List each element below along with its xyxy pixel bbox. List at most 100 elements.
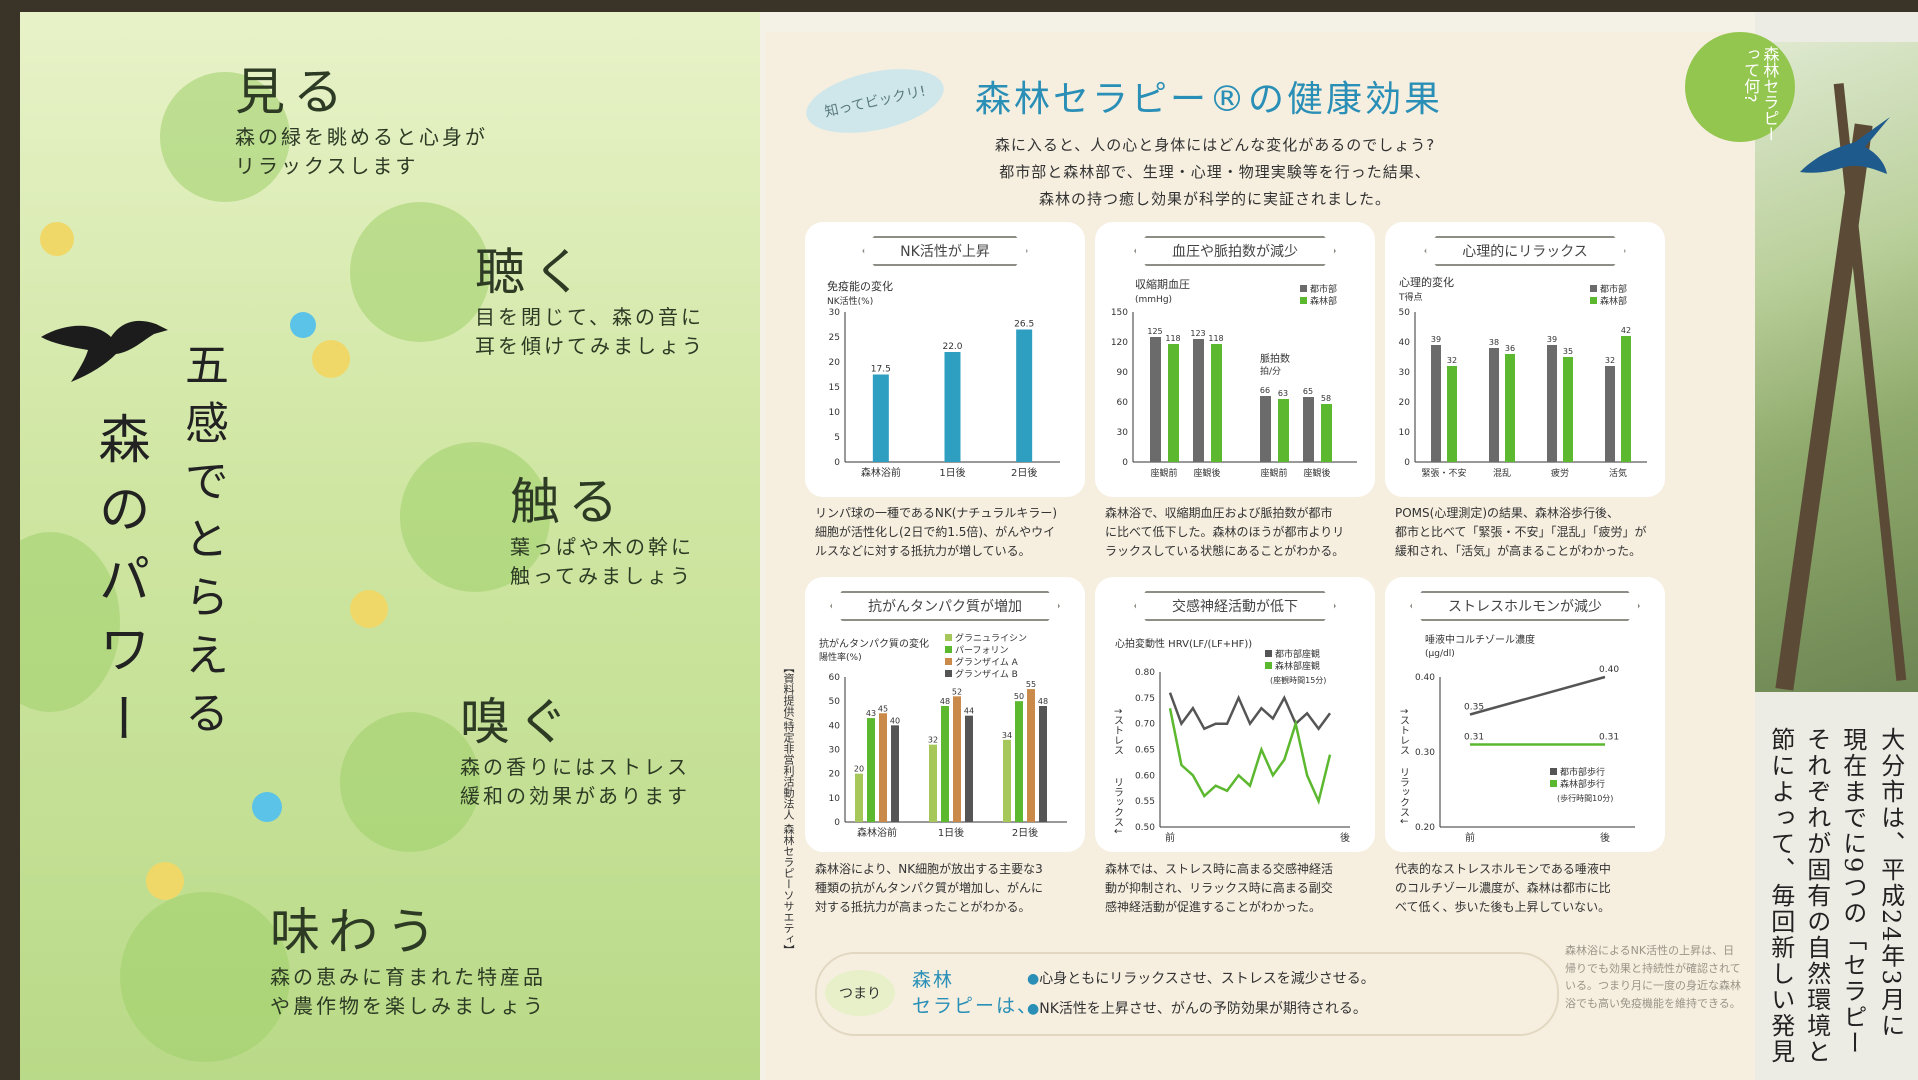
- y-tick-label: 60: [829, 673, 841, 683]
- data-label: 32: [1447, 356, 1457, 365]
- chart-card-psychology: 心理的変化 T得点 都市部 森林部 0 10 20 30 40 50 39 32 緊張・不安 38 36 混乱…: [1385, 222, 1665, 497]
- sense-desc: 森の緑を眺めると心身が: [235, 125, 488, 149]
- sense-touch: 触る 葉っぱや木の幹に 触ってみましょう: [510, 477, 694, 591]
- bar: [1621, 336, 1631, 462]
- y-tick-label: 10: [829, 408, 841, 418]
- data-label: 34: [1002, 731, 1012, 740]
- page-title: 森林セラピー®の健康効果: [975, 79, 1444, 120]
- tree-trunk: [1775, 123, 1873, 691]
- y-tick-label: 0: [834, 458, 840, 468]
- data-label: 48: [940, 697, 950, 706]
- bar: [1489, 348, 1499, 462]
- card-heading: 血圧や脈拍数が減少: [1134, 236, 1336, 266]
- y-tick-label: 0: [834, 818, 840, 828]
- legend-label: パーフォリン: [955, 645, 1008, 656]
- y-tick-label: 10: [829, 794, 841, 804]
- sense-desc: 緩和の効果があります: [460, 784, 690, 808]
- sense-taste: 味わう 森の恵みに育まれた特産品 や農作物を楽しみましょう: [270, 907, 546, 1021]
- sense-heading: 嗅ぐ: [460, 693, 576, 751]
- data-label: 65: [1303, 387, 1313, 396]
- bar: [867, 718, 875, 822]
- question-text: 森林セラピーって何?: [1741, 46, 1780, 142]
- bar: [891, 725, 899, 822]
- legend-label: 都市部: [1600, 283, 1627, 295]
- yellow-dot: [146, 862, 184, 900]
- legend-label: 都市部歩行: [1560, 766, 1605, 778]
- data-label: 26.5: [1014, 320, 1034, 330]
- chart-note: (座観時間15分): [1270, 675, 1326, 685]
- bar: [1003, 739, 1011, 822]
- y-axis-label: 陽性率(%): [819, 651, 862, 663]
- chart-title: 心拍変動性 HRV(LF/(LF+HF)): [1115, 637, 1252, 650]
- body-column: それぞれが固有の自然環境と: [1802, 727, 1831, 1065]
- sense-smell: 嗅ぐ 森の香りにはストレス 緩和の効果があります: [460, 697, 690, 811]
- y-tick-label: 5: [834, 433, 840, 443]
- leaf-decoration: [350, 202, 490, 342]
- blood-pressure-bar-chart: 収縮期血圧(mmHg)脈拍数拍/分都市部森林部03060901201501251…: [1111, 277, 1357, 479]
- bar: [1563, 357, 1573, 462]
- data-label: 66: [1260, 386, 1270, 395]
- sense-desc: 葉っぱや木の幹に: [510, 535, 694, 559]
- x-tick-label: 1日後: [938, 826, 964, 839]
- y-axis-label: (mmHg): [1135, 295, 1172, 305]
- side-note: 森林浴によるNK活性の上昇は、日帰りでも効果と持続性が確認されている。つまり月に…: [1565, 944, 1741, 1010]
- summary-label: つまり: [825, 970, 895, 1016]
- data-label: 55: [1026, 680, 1036, 689]
- data-label: 118: [1208, 334, 1223, 343]
- health-effects-panel: 知ってビックリ! 森林セラピー®の健康効果 森に入ると、人の心と身体にはどんな変…: [765, 32, 1755, 1080]
- y-tick-label: 30: [829, 308, 841, 318]
- card-heading: 交感神経活動が低下: [1134, 591, 1336, 621]
- legend-label: 森林部: [1600, 295, 1627, 307]
- y-tick-label: 50: [829, 697, 841, 707]
- vertical-title-main: 森のパワー: [89, 412, 149, 762]
- y-tick-label: 10: [1399, 428, 1411, 438]
- y-tick-label: 20: [1399, 398, 1411, 408]
- data-label: 40: [890, 716, 900, 725]
- x-tick-label: 前: [1465, 831, 1475, 844]
- sense-desc: 耳を傾けてみましょう: [475, 334, 705, 358]
- caption-line: 森林浴により、NK細胞が放出する主要な3: [815, 862, 1043, 876]
- x-tick-label: 座観前: [1150, 467, 1177, 479]
- caption-line: 細胞が活性化し(2日で約1.5倍)、がんやウイ: [815, 525, 1056, 540]
- data-label: 48: [1038, 697, 1048, 706]
- legend-swatch: [1265, 650, 1272, 657]
- card-heading: NK活性が上昇: [862, 236, 1028, 266]
- y-tick-label: 0.80: [1135, 668, 1155, 678]
- y-direction-up: ↑ストレス: [1112, 707, 1123, 755]
- y-tick-label: 30: [1117, 428, 1129, 438]
- y-axis-label: T得点: [1398, 291, 1423, 303]
- blue-dot: [252, 792, 282, 822]
- intro-line: 森林の持つ癒し効果が科学的に実証されました。: [1038, 190, 1391, 208]
- chart-title: 心理的変化: [1399, 275, 1454, 289]
- chart-note: (歩行時間10分): [1557, 793, 1613, 803]
- bar: [965, 715, 973, 822]
- bar: [1321, 404, 1332, 462]
- series-line: [1469, 675, 1606, 716]
- y-tick-label: 40: [1399, 338, 1411, 348]
- y-tick-label: 0.20: [1415, 823, 1435, 833]
- card-heading: ストレスホルモンが減少: [1410, 591, 1640, 621]
- y-tick-label: 0.65: [1135, 746, 1155, 756]
- y-tick-label: 20: [829, 770, 841, 780]
- summary-point-text: 心身ともにリラックスさせ、ストレスを減少させる。: [1039, 971, 1375, 987]
- y-tick-label: 30: [1399, 368, 1411, 378]
- y-direction-up: ↑ストレス: [1398, 707, 1409, 755]
- data-label: 22.0: [942, 342, 962, 352]
- intro-text: 森に入ると、人の心と身体にはどんな変化があるのでしょう? 都市部と森林部で、生理…: [935, 132, 1495, 213]
- intro-line: 森に入ると、人の心と身体にはどんな変化があるのでしょう?: [994, 136, 1436, 154]
- bar: [944, 352, 961, 462]
- legend-label: 森林部座観: [1275, 660, 1320, 672]
- data-label: 118: [1165, 334, 1180, 343]
- y-tick-label: 40: [829, 721, 841, 731]
- sense-desc: 森の恵みに育まれた特産品: [270, 965, 546, 989]
- blue-dot: [290, 312, 316, 338]
- data-label: 123: [1190, 329, 1205, 338]
- sense-see: 見る 森の緑を眺めると心身が リラックスします: [235, 67, 488, 181]
- data-label: 125: [1147, 327, 1162, 336]
- legend-swatch: [1265, 662, 1272, 669]
- bar: [1303, 397, 1314, 462]
- legend-label: グランザイム A: [955, 656, 1019, 668]
- data-label: 42: [1621, 326, 1631, 335]
